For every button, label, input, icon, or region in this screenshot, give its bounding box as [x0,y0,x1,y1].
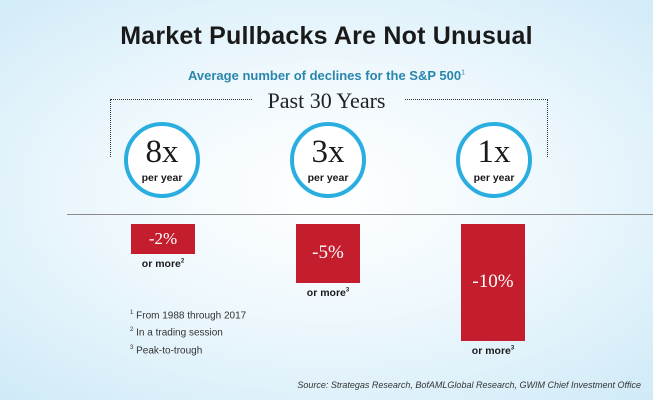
or-more-label-2: or more3 [278,287,378,299]
decline-bar-1: -2% [131,224,195,254]
decline-bar-label-1: -2% [148,228,178,248]
bracket-left-top [110,99,252,100]
or-more-text-3: or more [471,345,511,357]
frequency-circle-3: 1x per year [456,122,532,198]
or-more-text-2: or more [306,286,346,299]
period-label: Past 30 Years [267,88,386,113]
frequency-unit-2: per year [307,172,349,184]
footnote-2: 2 In a trading session [130,323,246,340]
chart-title: Market Pullbacks Are Not Unusual [120,22,533,50]
frequency-value-2: 3x [311,134,345,170]
chart-subtitle: Average number of declines for the S&P 5… [0,68,653,83]
frequency-circle-2: 3x per year [290,122,366,198]
footnote-text-2: In a trading session [136,327,223,339]
frequency-unit-3: per year [473,172,515,184]
decline-bar-label-2: -5% [312,241,344,263]
or-more-footnote-mark-3: 3 [510,345,515,352]
frequency-circle-1: 8x per year [124,122,200,198]
frequency-value-1: 8x [145,134,179,170]
source-note: Source: Strategas Research, BofAMLGlobal… [297,380,641,390]
footnote-3: 3 Peak-to-trough [130,341,246,358]
footnote-1: 1 From 1988 through 2017 [130,306,246,323]
or-more-text-1: or more [141,258,181,270]
or-more-label-1: or more2 [113,258,213,270]
frequency-unit-1: per year [141,172,183,184]
baseline [67,214,653,215]
footnote-text-1: From 1988 through 2017 [136,310,247,322]
bracket-right-top [405,99,548,100]
footnote-mark-2: 2 [130,327,134,334]
decline-bar-label-3: -10% [472,271,514,293]
footnotes: 1 From 1988 through 2017 2 In a trading … [130,306,246,358]
or-more-label-3: or more3 [443,345,543,357]
decline-bar-3: -10% [461,224,525,341]
frequency-value-3: 1x [477,134,511,170]
bracket-right-side [547,99,548,157]
bracket-left-side [110,99,111,157]
or-more-footnote-mark-1: 2 [180,258,185,265]
footnote-text-3: Peak-to-trough [136,344,203,356]
subtitle-text: Average number of declines for the S&P 5… [188,68,462,83]
subtitle-footnote-mark: 1 [461,69,465,77]
footnote-mark-1: 1 [130,310,134,316]
decline-bar-2: -5% [296,224,360,283]
footnote-mark-3: 3 [130,344,134,351]
or-more-footnote-mark-2: 3 [345,287,350,293]
